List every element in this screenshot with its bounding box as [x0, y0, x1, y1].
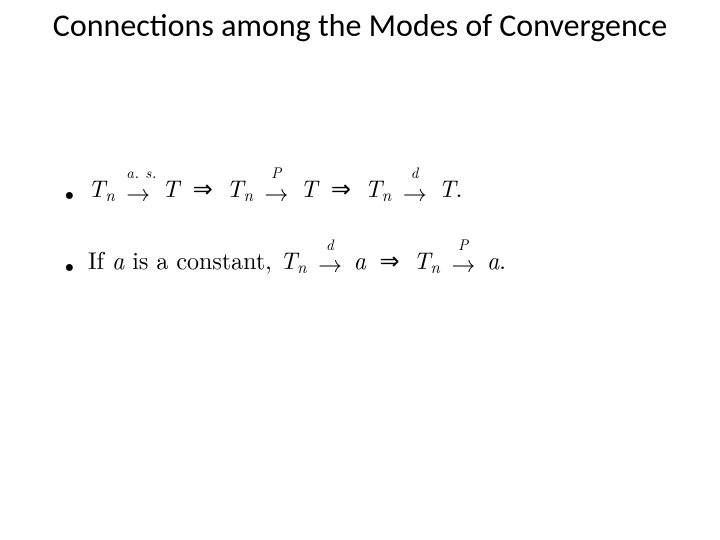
arrow-label-P: P — [451, 234, 475, 255]
var-T: T — [413, 242, 430, 276]
math-line-2: If a is a constant, Tn d → a ⇒ Tn P → a. — [88, 242, 506, 276]
sub-n: n — [430, 254, 439, 278]
arrow-P-icon: P → — [265, 174, 289, 208]
var-a-lim: a — [487, 242, 499, 276]
period: . — [499, 242, 506, 276]
var-T: T — [226, 170, 243, 204]
sub-n: n — [297, 254, 306, 278]
var-a-lim: a — [354, 242, 366, 276]
arrow-label-P: P — [265, 162, 289, 183]
arrow-d-icon: d → — [318, 245, 342, 279]
slide-body: Tn a. s. → T ⇒ Tn P → T ⇒ Tn — [60, 170, 660, 313]
bullet-item-2: If a is a constant, Tn d → a ⇒ Tn P → a. — [60, 242, 660, 280]
var-T: T — [365, 170, 382, 204]
math-line-1: Tn a. s. → T ⇒ Tn P → T ⇒ Tn — [88, 170, 462, 204]
bullet-list: Tn a. s. → T ⇒ Tn P → T ⇒ Tn — [60, 170, 660, 279]
arrow-as-icon: a. s. → — [126, 174, 150, 208]
period: . — [456, 170, 463, 204]
arrow-label-d: d — [403, 162, 427, 183]
sub-n: n — [382, 182, 391, 206]
slide: Connections among the Modes of Convergen… — [0, 0, 720, 540]
bullet-item-1: Tn a. s. → T ⇒ Tn P → T ⇒ Tn — [60, 170, 660, 208]
var-T: T — [88, 170, 105, 204]
sub-n: n — [105, 182, 114, 206]
implies-icon: ⇒ — [380, 242, 400, 276]
arrow-label-d: d — [318, 234, 342, 255]
slide-title: Connections among the Modes of Convergen… — [0, 8, 720, 45]
text-if: If — [88, 242, 112, 276]
arrow-d-icon: d → — [403, 174, 427, 208]
var-T-lim: T — [438, 170, 455, 204]
var-a: a — [112, 242, 124, 276]
var-T-lim: T — [300, 170, 317, 204]
arrow-label-as: a. s. — [126, 162, 150, 183]
var-T-lim: T — [162, 170, 179, 204]
var-T: T — [280, 242, 297, 276]
implies-icon: ⇒ — [193, 170, 213, 204]
sub-n: n — [243, 182, 252, 206]
text-is-a-constant: is a constant, — [124, 242, 280, 276]
arrow-P-icon: P → — [451, 245, 475, 279]
implies-icon: ⇒ — [331, 170, 351, 204]
